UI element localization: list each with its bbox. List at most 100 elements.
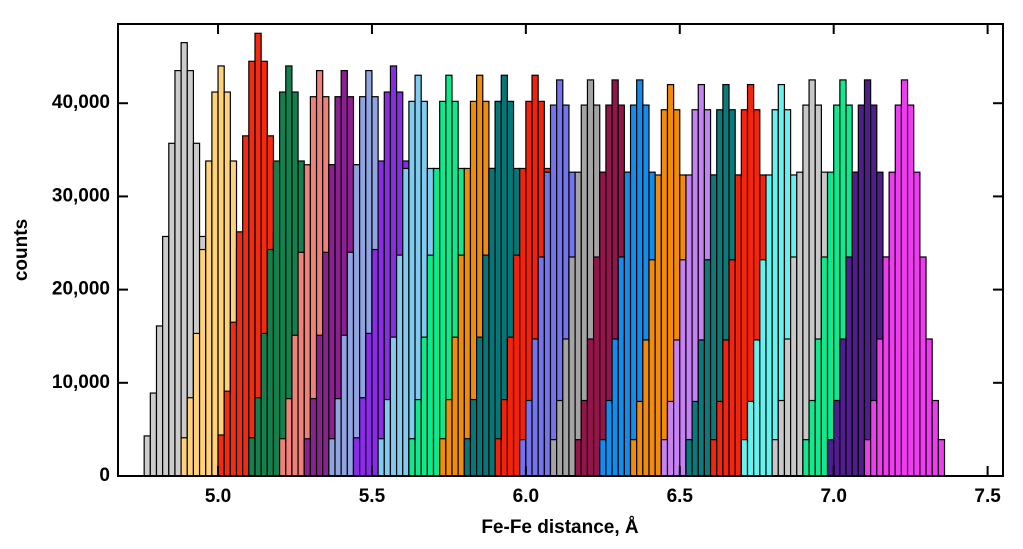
histogram-bar [833,399,841,477]
histogram-bar [143,435,151,477]
histogram-bar [377,438,385,477]
x-tick-label: 6.5 [667,486,694,507]
y-tick-label: 10,000 [52,372,110,393]
histogram-bar [722,339,730,477]
histogram-bar [574,439,582,477]
histogram-bar [352,164,361,477]
histogram-bar [734,174,742,477]
histogram-bar [512,254,521,477]
histogram-bar [617,256,625,477]
histogram-bar [217,65,225,477]
histogram-bar [334,398,342,477]
histogram-bar [611,338,619,477]
histogram-bar [180,42,188,477]
histogram-bar [870,399,878,477]
histogram-bar [235,231,244,477]
y-axis-title: counts [11,219,32,281]
histogram-bar [691,400,699,477]
histogram-bar [519,167,527,477]
histogram-bar [925,338,933,477]
histogram-bar [685,174,693,477]
histogram-bar [857,104,866,477]
x-tick-label: 6.0 [513,486,539,507]
y-tick-label: 40,000 [52,92,110,113]
histogram-bar [408,100,416,477]
histogram-bar [457,254,465,477]
histogram-bar [783,338,792,477]
histogram-bar [919,256,927,477]
histogram-bar [642,339,650,477]
histogram-bar [531,338,539,477]
histogram-bar [205,160,213,477]
histogram-bar [389,336,398,477]
histogram-bar [636,400,644,477]
histogram-bar [451,336,459,477]
x-axis-title: Fe-Fe distance, Å [481,517,639,538]
histogram-bar [759,259,767,477]
histogram-bar [352,437,361,477]
x-tick-label: 5.0 [205,486,231,507]
histogram-bar [469,398,478,477]
histogram-bar [882,256,890,477]
histogram-bar [432,167,441,477]
histogram-bar [248,60,256,477]
histogram-bar [260,332,268,477]
histogram-bar [580,399,589,477]
histogram-bar [279,91,287,477]
histogram-bar [660,439,669,477]
histogram-bar [248,437,256,477]
histogram-bar [697,339,706,477]
histogram-bar [802,104,810,477]
histogram-bar [931,399,939,477]
histogram-bar [328,438,336,477]
histogram-bar [223,390,231,477]
histogram-bar [599,439,607,477]
histogram-bar [605,399,613,477]
histogram-bar [365,332,373,477]
histogram-bar [482,254,490,477]
histogram-bar [753,339,761,477]
histogram-bar [845,256,853,477]
histogram-bar [777,399,786,477]
histogram-bar [303,438,311,477]
histogram-bar [771,439,779,477]
histogram-bar [506,336,515,477]
histogram-bar [315,334,324,477]
histogram-bar [703,259,712,477]
y-tick-label: 30,000 [52,185,110,206]
y-tick-label: 0 [99,465,110,486]
histogram-bar [802,439,810,477]
histogram-bar [476,336,484,477]
x-tick-label: 5.5 [359,486,386,507]
histogram-bar [494,438,502,477]
histogram-bar [556,399,564,477]
histogram-bar [439,100,447,477]
histogram-bar [543,171,552,477]
histogram-bar [285,398,293,477]
histogram-bar [728,259,736,477]
histogram-bar [568,256,576,477]
histogram-bar [913,171,921,477]
histogram-bar [322,251,330,477]
histogram-bar [592,256,601,477]
histogram-bar [229,321,238,477]
histogram-bar [623,171,632,477]
histogram-bar [346,251,355,477]
histogram-bar [279,438,287,477]
histogram-bar [709,439,718,477]
histogram-bar [211,91,219,477]
histogram-bar [500,398,508,477]
histogram-bar [906,104,915,477]
histogram-bar [586,338,595,477]
histogram-bar [297,251,305,477]
histogram-bar [685,439,693,477]
histogram-bar [192,332,201,477]
histogram-bar [149,392,158,477]
histogram-bar [266,248,275,477]
histogram-bar [629,439,638,477]
histogram-bar [549,439,558,477]
x-tick-label: 7.5 [974,486,1001,507]
histogram-bar [414,398,422,477]
plot-frame [117,23,1004,477]
